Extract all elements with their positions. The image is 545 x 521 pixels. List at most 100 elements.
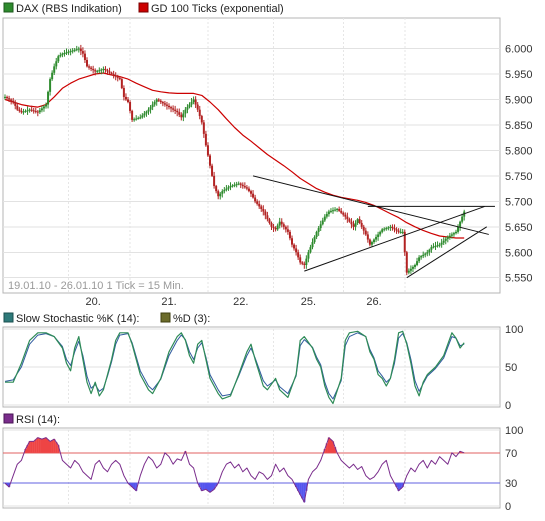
candle-body [57, 56, 60, 62]
rsi-line [4, 437, 465, 503]
candle-body [270, 222, 273, 227]
candle-body [98, 70, 101, 72]
candle-body [159, 100, 162, 103]
candle-body [108, 71, 111, 73]
ma-line [4, 72, 465, 239]
price-ytick-label: 6.000 [505, 44, 533, 56]
candle-body [450, 234, 453, 236]
candle-body [124, 96, 127, 100]
candle-body [229, 186, 232, 188]
candle-body [18, 109, 21, 111]
candle-body [65, 52, 68, 54]
candle-body [141, 115, 144, 118]
candle-body [432, 246, 435, 248]
candle-body [127, 99, 129, 103]
candle-body [274, 228, 277, 230]
candle-body [440, 242, 443, 245]
candle-body [303, 263, 306, 265]
candle-body [47, 91, 50, 105]
candle-body [254, 197, 257, 202]
candle-body [407, 270, 410, 273]
candle-body [459, 221, 462, 227]
series-layer [4, 72, 465, 503]
candle-body [301, 262, 304, 264]
candle-body [448, 235, 451, 237]
candle-body [233, 184, 236, 186]
candle-body [63, 53, 66, 55]
candle-body [223, 189, 226, 192]
candle-body [165, 104, 168, 106]
date-label: 21. [161, 296, 176, 308]
candle-body [387, 227, 390, 229]
axis-labels: 6.000 5.950 5.900 5.850 5.800 5.750 5.700 5.650… [86, 44, 533, 513]
ma-legend-label: GD 100 Ticks (exponential) [151, 3, 284, 15]
candle-body [147, 109, 150, 112]
price-ytick-label: 5.650 [505, 222, 533, 234]
candle-body [360, 222, 363, 227]
candle-body [204, 133, 207, 146]
candle-body [362, 226, 365, 231]
candle-body [416, 261, 419, 265]
candle-body [237, 183, 240, 185]
candle-body [252, 193, 255, 198]
candle-body [379, 231, 382, 235]
stoch-k-line [5, 330, 465, 405]
rsi-ytick-label: 100 [505, 425, 523, 437]
candle-body [352, 224, 355, 227]
candle-body [414, 264, 416, 267]
candle-body [190, 102, 193, 105]
candle-body [231, 185, 234, 187]
candle-body [327, 211, 330, 215]
candle-body [291, 238, 293, 245]
candle-body [202, 122, 205, 134]
candle-body [409, 268, 412, 271]
candle-layer [4, 44, 495, 279]
candle-body [336, 208, 339, 210]
candle-body [135, 118, 138, 120]
candle-body [280, 221, 283, 225]
candle-body [323, 216, 326, 221]
candle-body [420, 256, 423, 258]
candle-body [213, 175, 216, 187]
candle-body [284, 226, 287, 230]
candle-body [397, 230, 400, 232]
candle-body [264, 211, 267, 216]
candle-body [405, 252, 408, 273]
candle-body [55, 61, 58, 67]
candle-body [319, 224, 322, 229]
candle-body [170, 107, 173, 109]
candle-body [288, 231, 291, 239]
candle-body [438, 244, 441, 246]
candle-body [311, 242, 314, 248]
candle-body [313, 236, 316, 243]
candle-body [295, 248, 298, 253]
price-ytick-label: 5.700 [505, 196, 533, 208]
candle-body [278, 221, 281, 226]
candle-body [4, 96, 6, 98]
price-ytick-label: 5.800 [505, 145, 533, 157]
candle-body [30, 109, 33, 111]
date-label: 20. [86, 296, 101, 308]
candle-body [112, 74, 115, 76]
candle-body [184, 109, 187, 114]
candle-body [145, 111, 148, 114]
candle-body [86, 60, 88, 67]
candle-body [16, 105, 19, 110]
date-label: 22. [233, 296, 248, 308]
candle-body [32, 110, 35, 112]
candle-body [192, 99, 195, 103]
candle-body [174, 109, 177, 111]
candle-body [377, 234, 380, 237]
candle-body [247, 188, 250, 192]
candle-body [381, 229, 384, 232]
candle-body [442, 240, 445, 243]
candle-body [149, 107, 152, 110]
candle-body [422, 254, 425, 257]
candle-body [418, 257, 421, 262]
candle-body [455, 231, 457, 234]
candle-body [250, 191, 252, 194]
candle-body [196, 104, 199, 110]
candle-body [305, 258, 308, 265]
